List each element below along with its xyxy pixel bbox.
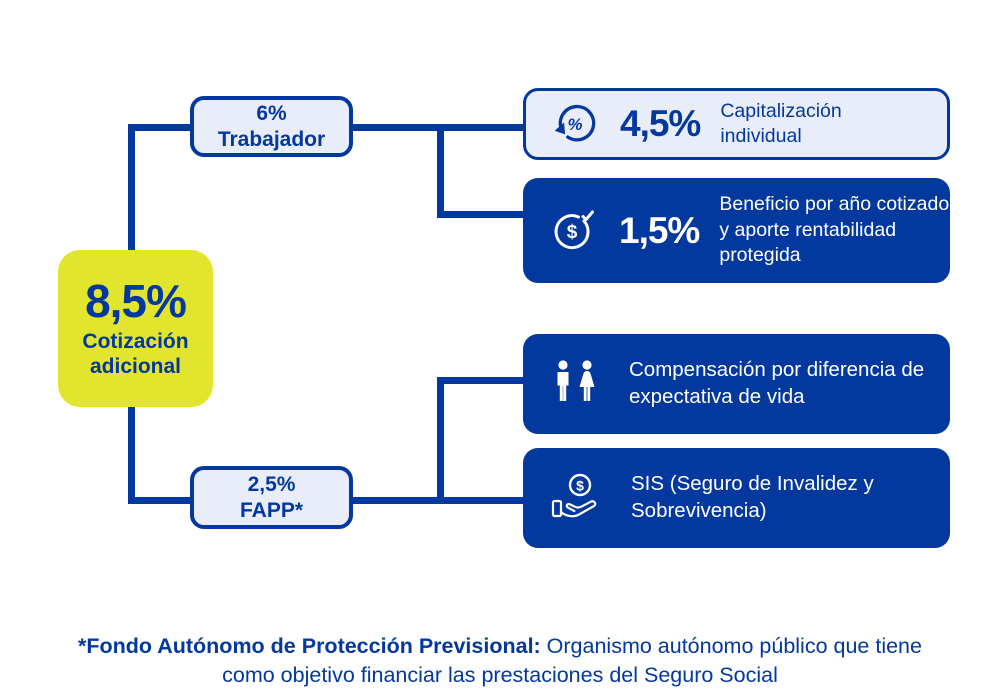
connector-fapp-to-leaf3 bbox=[437, 377, 527, 384]
footnote-bold: *Fondo Autónomo de Protección Previsiona… bbox=[78, 633, 541, 658]
connector-root-to-worker bbox=[128, 124, 194, 131]
leaf-node-compensacion: Compensación por diferencia de expectati… bbox=[523, 334, 950, 434]
hand-coin-icon: $ bbox=[547, 470, 605, 526]
root-value: 8,5% bbox=[85, 275, 187, 328]
cycle-percent-icon: % bbox=[550, 99, 600, 149]
branch-trabajador-value: 6% bbox=[256, 102, 287, 126]
leaf-capitalizacion-label: Capitalización individual bbox=[720, 99, 842, 147]
connector-root-to-fapp bbox=[128, 497, 194, 504]
svg-text:%: % bbox=[568, 115, 583, 134]
branch-fapp-value: 2,5% bbox=[247, 473, 296, 497]
connector-worker-to-leaf2 bbox=[437, 211, 527, 218]
leaf-beneficio-label: Beneficio por año cotizado y aporte rent… bbox=[719, 193, 950, 267]
connector-fapp-branch-vertical bbox=[437, 377, 444, 504]
dollar-check-icon: $ bbox=[547, 205, 599, 257]
leaf-capitalizacion-value: 4,5% bbox=[620, 103, 701, 144]
leaf-node-sis: $ SIS (Seguro de Invalidez y Sobrevivenc… bbox=[523, 448, 950, 548]
connector-worker-branch-vertical bbox=[437, 124, 444, 218]
leaf-beneficio-value: 1,5% bbox=[619, 209, 700, 251]
footnote-text: Organismo autónomo público que tiene com… bbox=[222, 633, 922, 687]
footnote: *Fondo Autónomo de Protección Previsiona… bbox=[50, 632, 950, 690]
svg-text:$: $ bbox=[576, 478, 584, 494]
branch-trabajador-label: Trabajador bbox=[217, 127, 326, 151]
leaf-node-capitalizacion-individual: % 4,5% Capitalización individual bbox=[523, 88, 950, 160]
leaf-sis-label: SIS (Seguro de Invalidez y Sobrevivencia… bbox=[631, 472, 874, 522]
branch-fapp-label: FAPP* bbox=[239, 498, 304, 522]
root-node-cotizacion-adicional: 8,5% Cotización adicional bbox=[58, 250, 213, 407]
branch-node-fapp: 2,5% FAPP* bbox=[190, 466, 353, 529]
leaf-compensacion-label: Compensación por diferencia de expectati… bbox=[629, 358, 925, 408]
man-woman-icon bbox=[547, 356, 603, 412]
root-label: Cotización adicional bbox=[82, 330, 189, 378]
branch-node-trabajador: 6% Trabajador bbox=[190, 96, 353, 157]
leaf-node-beneficio: $ 1,5% Beneficio por año cotizado y apor… bbox=[523, 178, 950, 283]
svg-text:$: $ bbox=[567, 222, 578, 243]
